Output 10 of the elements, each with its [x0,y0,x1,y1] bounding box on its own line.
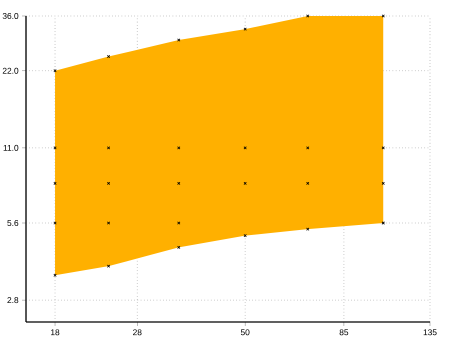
y-tick-label: 2.8 [7,297,18,304]
y-tick-label: 36.0 [2,13,18,19]
y-tick-label: 22.0 [2,68,18,74]
y-tick-label: 11.0 [4,144,18,151]
y-tick-label: 5.6 [7,220,18,226]
x-tick-label: 50 [240,329,250,336]
x-tick-label: 28 [133,329,142,336]
x-tick-label: 135 [424,329,437,336]
x-tick-label: 85 [340,329,348,336]
x-tick-label: 18 [51,329,60,336]
